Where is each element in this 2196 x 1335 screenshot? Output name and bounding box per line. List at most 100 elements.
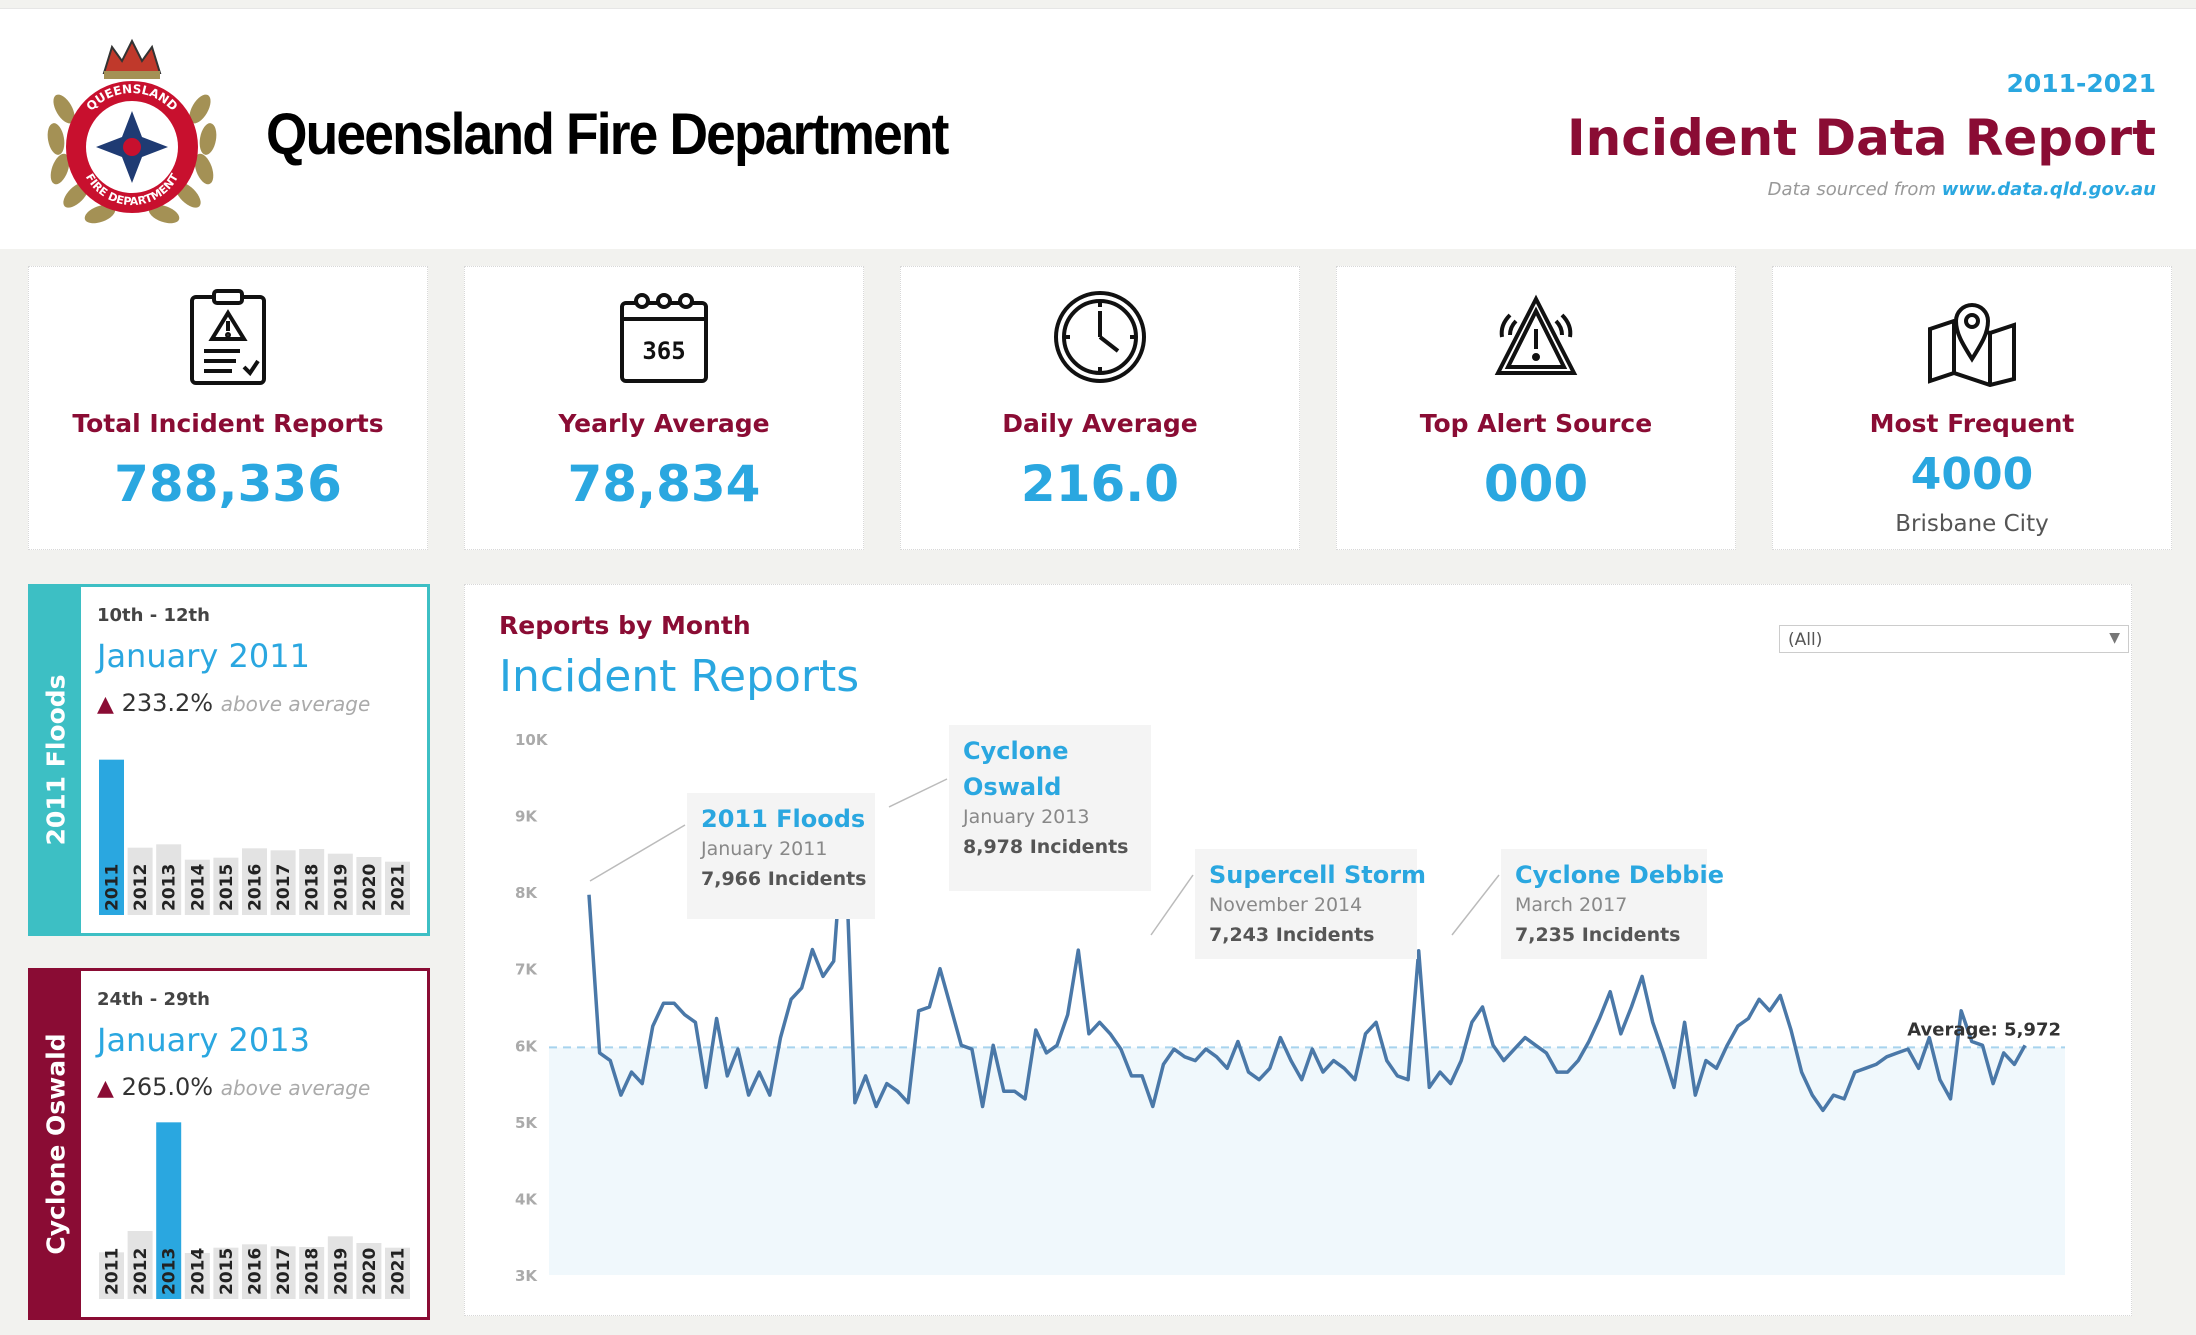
event-percent: ▲ 233.2% above average — [97, 689, 370, 717]
map-pin-icon — [1928, 303, 2016, 387]
mini-bar — [356, 1243, 382, 1299]
average-band — [549, 1047, 2065, 1275]
annotation-leader — [1150, 874, 1194, 936]
kpi-label: Total Incident Reports — [72, 409, 384, 438]
annotation-leader — [1451, 874, 1500, 936]
annotation-date: March 2017 — [1515, 894, 1627, 916]
annotation-date: January 2011 — [700, 838, 827, 860]
up-triangle-icon: ▲ — [97, 1076, 114, 1101]
annotation-box — [1501, 849, 1707, 959]
data-source: Data sourced from www.data.qld.gov.au — [1768, 179, 2156, 200]
event-above-label: above average — [220, 692, 371, 716]
annotation-title: Cyclone — [963, 737, 1069, 765]
kpi-total-incidents: Total Incident Reports 788,336 — [28, 266, 428, 550]
kpi-sub: Brisbane City — [1895, 511, 2049, 537]
event-month: January 2011 — [97, 637, 310, 675]
mini-bar — [127, 1231, 153, 1299]
mini-bar-year-label: 2014 — [188, 864, 208, 911]
mini-bar — [184, 1253, 210, 1299]
annotation-box — [1195, 849, 1417, 959]
mini-bar — [270, 850, 296, 915]
mini-bar — [356, 857, 382, 915]
kpi-value: 216.0 — [1020, 455, 1180, 513]
event-band: 2011 Floods — [31, 587, 81, 933]
annotation-title: Cyclone Debbie — [1515, 861, 1724, 889]
clock-icon — [1054, 291, 1146, 383]
mini-bar-year-label: 2017 — [274, 1248, 294, 1295]
event-pct-value: 265.0% — [121, 1073, 214, 1101]
mini-bar — [242, 848, 267, 915]
mini-bar — [99, 759, 124, 915]
filter-dropdown[interactable]: (All) ▼ — [1779, 625, 2129, 653]
header: QUEENSLAND FIRE DEPARTMENT Queensland Fi… — [0, 8, 2196, 249]
mini-bar — [213, 857, 239, 915]
mini-bar — [270, 1246, 296, 1299]
mini-bar — [99, 1252, 124, 1299]
kpi-value: 000 — [1483, 455, 1589, 513]
event-card-cyclone-oswald: Cyclone Oswald 24th - 29th January 2013 … — [28, 968, 430, 1320]
event-dates: 24th - 29th — [97, 989, 210, 1010]
incident-series-line — [587, 815, 2027, 1113]
event-band-label: Cyclone Oswald — [41, 1033, 71, 1255]
mini-bar-year-label: 2019 — [331, 864, 351, 911]
mini-bar-year-label: 2013 — [160, 1248, 180, 1295]
y-tick-label: 6K — [515, 1037, 538, 1055]
mini-bar — [299, 849, 325, 915]
annotation-count: 8,978 Incidents — [963, 836, 1129, 858]
mini-bar-year-label: 2018 — [303, 1248, 323, 1295]
mini-bar — [327, 1236, 353, 1299]
kpi-label: Daily Average — [1002, 409, 1198, 438]
y-tick-label: 10K — [515, 731, 549, 749]
mini-bar-year-label: 2012 — [131, 864, 151, 911]
annotation-date: November 2014 — [1209, 894, 1362, 916]
annotation-date: January 2013 — [962, 806, 1089, 828]
calendar-number: 365 — [642, 337, 685, 365]
average-label: Average: 5,972 — [1907, 1019, 2061, 1040]
mini-bar-year-label: 2020 — [360, 1248, 380, 1295]
mini-bar-year-label: 2016 — [246, 1248, 266, 1295]
qfd-logo: QUEENSLAND FIRE DEPARTMENT — [47, 38, 217, 224]
mini-bar — [299, 1247, 325, 1299]
mini-bar-year-label: 2021 — [389, 864, 409, 911]
mini-bar-year-label: 2018 — [303, 864, 323, 911]
source-link[interactable]: www.data.qld.gov.au — [1941, 179, 2156, 200]
chart-title: Incident Reports — [499, 651, 860, 702]
event-dates: 10th - 12th — [97, 605, 210, 626]
annotation-box — [949, 725, 1151, 891]
incident-reports-card: 3K 4K 5K 6K 7K 8K 9K 10K Average: 5,972 2011 Floo… — [464, 584, 2132, 1316]
mini-bar — [156, 844, 182, 915]
report-title: Incident Data Report — [1567, 109, 2156, 167]
kpi-top-alert-source: Top Alert Source 000 — [1336, 266, 1736, 550]
mini-bar — [156, 1122, 182, 1299]
mini-bar-year-label: 2011 — [103, 864, 123, 911]
kpi-most-frequent: Most Frequent 4000 Brisbane City — [1772, 266, 2172, 550]
kpi-value: 4000 — [1910, 449, 2034, 500]
source-prefix: Data sourced from — [1767, 179, 1942, 200]
mini-bar-year-label: 2020 — [360, 864, 380, 911]
event-card-2011-floods: 2011 Floods 10th - 12th January 2011 ▲ 2… — [28, 584, 430, 936]
mini-bar-year-label: 2015 — [217, 1248, 237, 1295]
y-tick-label: 3K — [515, 1267, 538, 1285]
incident-line-chart: 3K 4K 5K 6K 7K 8K 9K 10K Average: 5,972 2011 Floo… — [515, 725, 2065, 1285]
mini-bar-year-label: 2011 — [103, 1248, 123, 1295]
annotation-title: Supercell Storm — [1209, 861, 1426, 889]
y-tick-label: 8K — [515, 884, 538, 902]
annotation-count: 7,235 Incidents — [1515, 924, 1681, 946]
annotation-leader — [589, 824, 686, 882]
chevron-down-icon: ▼ — [2109, 630, 2120, 646]
chart-subtitle: Reports by Month — [499, 611, 751, 640]
clipboard-alert-icon — [190, 289, 266, 385]
mini-bar-chart: 2011 2012 2013 2014 2015 2016 2017 2018 2019 2020… — [99, 759, 410, 915]
filter-value: (All) — [1788, 630, 1823, 650]
annotation-count: 7,966 Incidents — [701, 868, 867, 890]
kpi-value: 788,336 — [114, 455, 342, 513]
mini-bar-year-label: 2019 — [331, 1248, 351, 1295]
mini-bar-chart: 2011 2012 2013 2014 2015 2016 2017 2018 2019 2020… — [99, 1122, 410, 1299]
event-above-label: above average — [220, 1076, 371, 1100]
calendar-365-icon: 365 — [620, 293, 708, 383]
report-years: 2011-2021 — [2006, 69, 2156, 98]
y-tick-label: 9K — [515, 808, 538, 826]
kpi-label: Top Alert Source — [1419, 409, 1653, 438]
event-month: January 2013 — [97, 1021, 310, 1059]
mini-bar-year-label: 2015 — [217, 864, 237, 911]
